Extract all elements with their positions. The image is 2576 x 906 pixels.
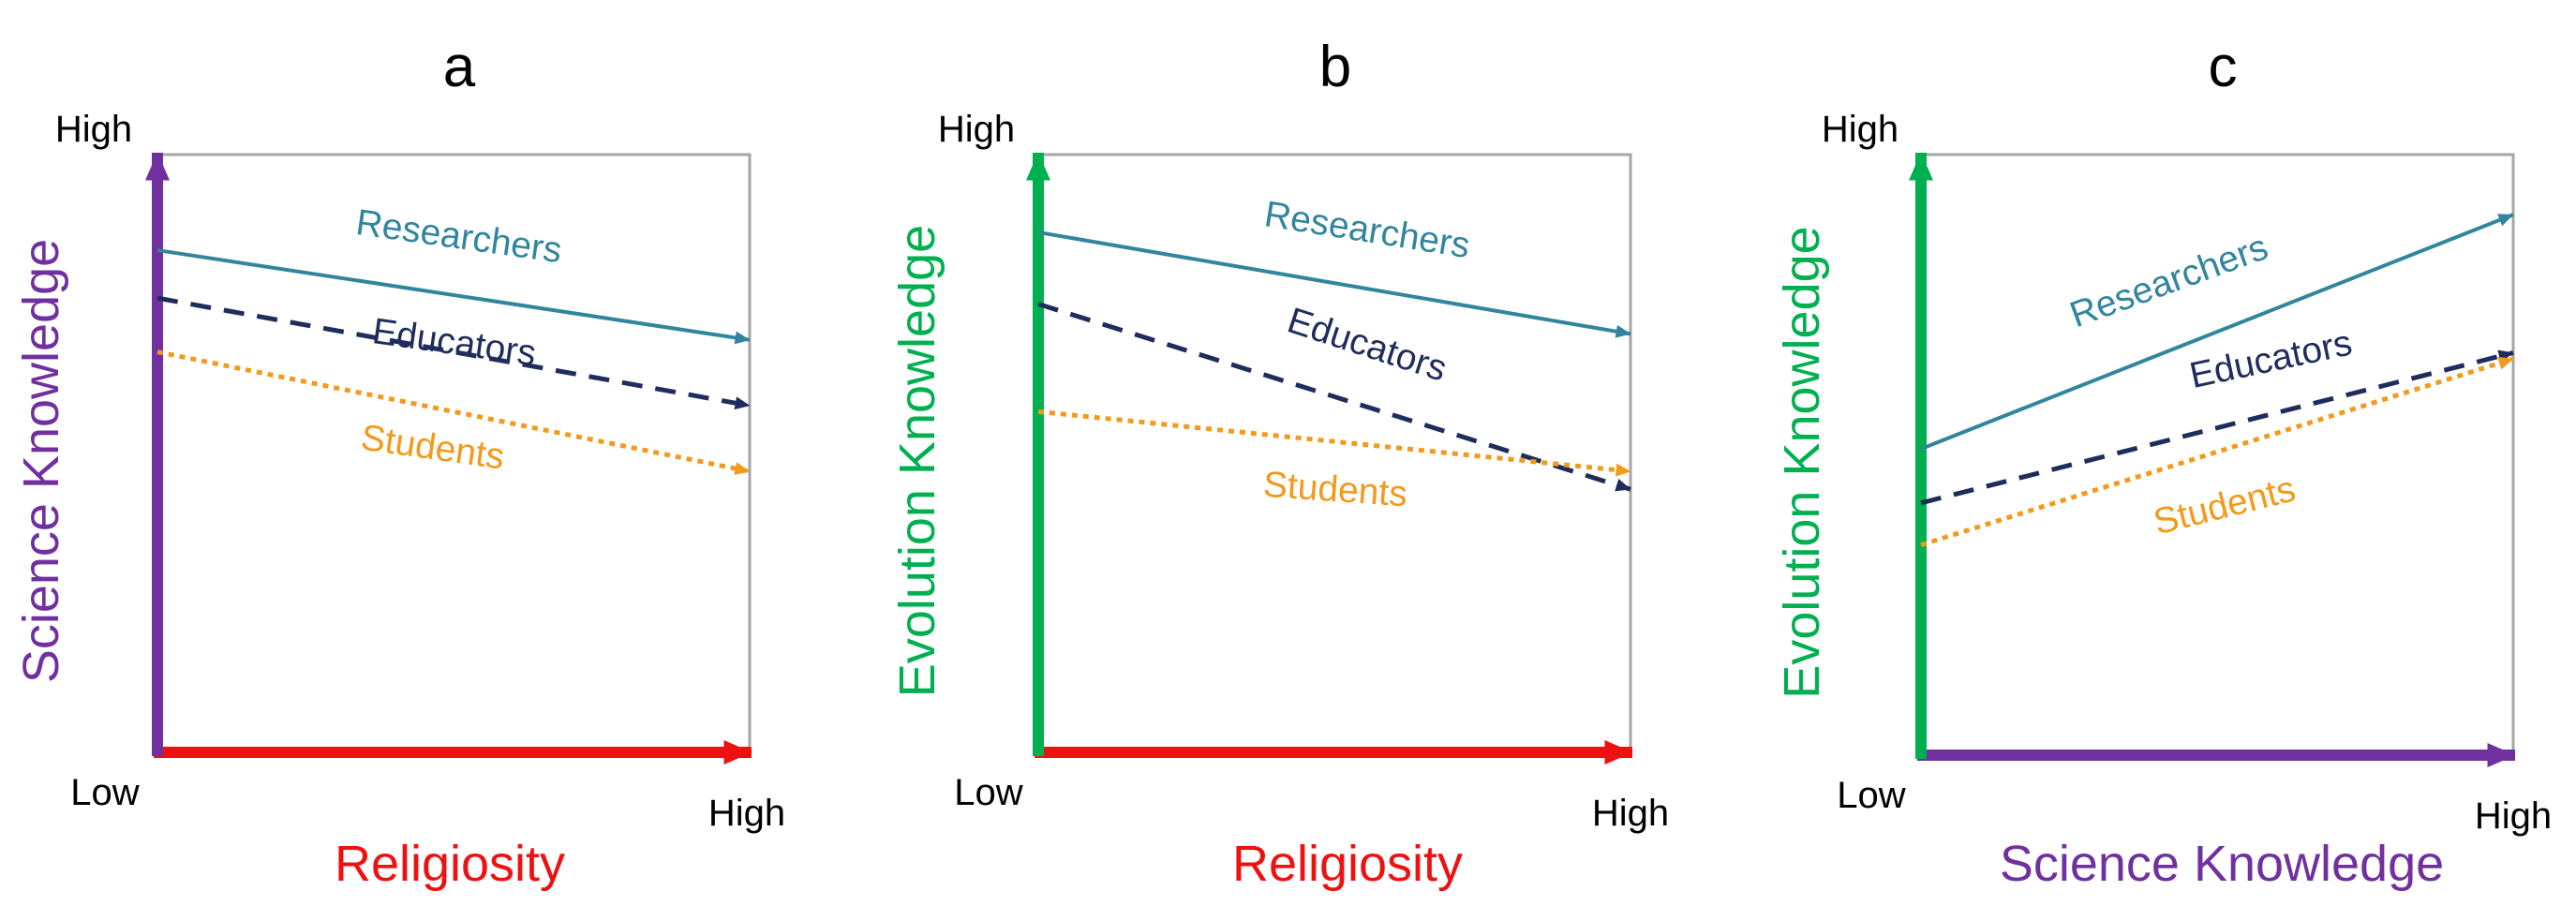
series-line-researchers xyxy=(156,248,751,345)
panel-label: b xyxy=(1319,35,1351,99)
series-label-students: Students xyxy=(2150,468,2300,542)
series-line-educators xyxy=(1037,302,1631,492)
series-label-students: Students xyxy=(1262,465,1409,515)
x-axis-label: Science Knowledge xyxy=(2000,836,2444,892)
panel-label: a xyxy=(443,35,476,99)
x-tick-low: Low xyxy=(70,772,139,813)
series-line-educators xyxy=(1920,349,2514,506)
y-tick-high: High xyxy=(55,109,132,150)
y-axis-label: Science Knowledge xyxy=(13,239,69,683)
series-label-educators: Educators xyxy=(370,311,539,374)
x-tick-high: High xyxy=(708,793,785,834)
series-label-educators: Educators xyxy=(1283,301,1452,390)
x-tick-high: High xyxy=(1592,793,1669,834)
x-axis-label: Religiosity xyxy=(335,836,565,892)
series-label-researchers: Researchers xyxy=(353,202,564,271)
y-axis-label: Evolution Knowledge xyxy=(889,225,946,697)
x-axis-label: Religiosity xyxy=(1232,836,1463,892)
panel-b: Researchers Educators Students b High Low High… xyxy=(889,35,1669,892)
series-label-researchers: Researchers xyxy=(1261,194,1472,266)
panel-a: Researchers Educators Students a High Low High… xyxy=(13,35,785,892)
series-line-researchers xyxy=(1920,213,2514,451)
y-tick-high: High xyxy=(1822,109,1898,150)
series-label-researchers: Researchers xyxy=(2064,227,2272,335)
y-tick-high: High xyxy=(938,109,1015,150)
x-tick-high: High xyxy=(2475,795,2552,837)
series-label-students: Students xyxy=(359,418,507,478)
series-line-students xyxy=(1920,356,2514,548)
x-tick-low: Low xyxy=(954,772,1022,813)
series-line-students xyxy=(1037,408,1631,477)
panel-label: c xyxy=(2209,35,2238,99)
series-line-researchers xyxy=(1037,230,1631,338)
x-tick-low: Low xyxy=(1837,775,1905,816)
y-axis-label: Evolution Knowledge xyxy=(1774,226,1830,698)
